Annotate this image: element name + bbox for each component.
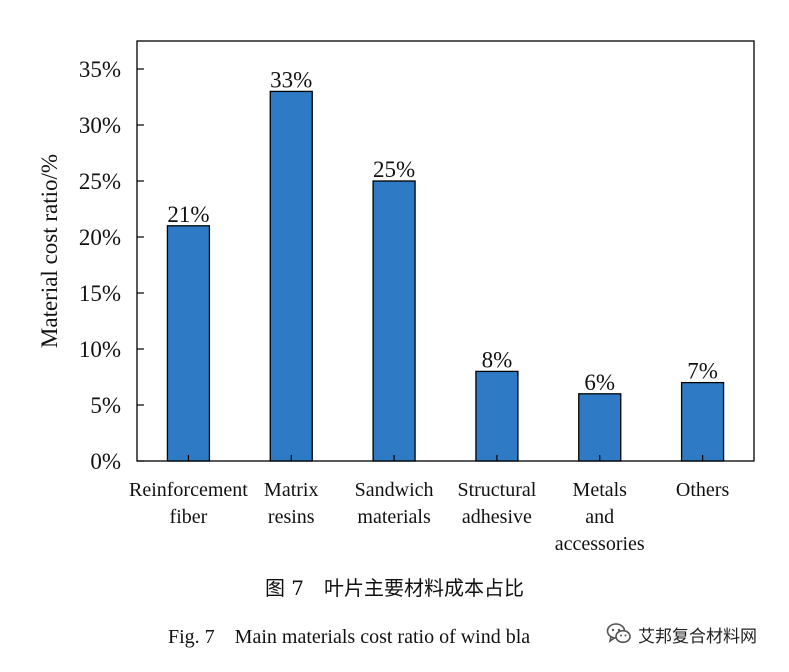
bar-value-label: 8% xyxy=(482,347,513,372)
bar-value-label: 21% xyxy=(167,202,209,227)
x-category-label: adhesive xyxy=(462,506,532,528)
x-category-label: resins xyxy=(268,506,315,528)
x-category-label: Matrix xyxy=(264,479,318,501)
bars-group: 21% 33% 25% 8% 6% 7% xyxy=(166,67,725,462)
bar xyxy=(680,381,725,462)
y-tick-label: 35% xyxy=(79,57,121,82)
x-category-label: Reinforcement xyxy=(129,479,248,501)
bar xyxy=(578,393,622,462)
y-tick-label: 25% xyxy=(79,169,121,194)
x-category-label: Structural xyxy=(457,479,536,501)
x-category-label: accessories xyxy=(555,533,645,555)
x-category-label: materials xyxy=(357,506,431,528)
y-axis-title: Material cost ratio/% xyxy=(37,154,62,348)
x-axis: Reinforcement fiber Matrix resins Sandwich ma… xyxy=(129,455,729,555)
y-tick-label: 30% xyxy=(79,113,121,138)
figure-caption-chinese: 图 7 叶片主要材料成本占比 xyxy=(264,576,525,600)
plot-frame xyxy=(136,40,755,462)
y-axis: 0% 5% 10% 15% 20% 25% 30% 35% xyxy=(79,57,144,474)
bar xyxy=(475,370,519,462)
y-tick-label: 5% xyxy=(90,393,121,418)
bar-value-label: 33% xyxy=(270,67,312,92)
figure-caption-english: Fig. 7 Main materials cost ratio of wind… xyxy=(168,626,531,648)
y-tick-label: 0% xyxy=(90,449,121,474)
watermark: 艾邦复合材料网 xyxy=(602,619,765,649)
x-category-label: fiber xyxy=(170,506,208,528)
bar-value-label: 25% xyxy=(373,157,415,182)
bar-value-label: 6% xyxy=(584,370,615,395)
y-tick-label: 15% xyxy=(79,281,121,306)
x-category-label: Sandwich xyxy=(355,479,434,501)
x-category-label: Metals xyxy=(573,479,628,501)
x-category-label: Others xyxy=(676,479,730,501)
bar xyxy=(372,180,416,462)
bar xyxy=(166,225,211,462)
y-tick-label: 20% xyxy=(79,225,121,250)
watermark-text: 艾邦复合材料网 xyxy=(638,626,757,647)
bar xyxy=(269,90,313,462)
bar-value-label: 7% xyxy=(687,359,718,384)
y-tick-label: 10% xyxy=(79,337,121,362)
wechat-icon xyxy=(606,623,631,644)
x-category-label: and xyxy=(585,506,614,528)
